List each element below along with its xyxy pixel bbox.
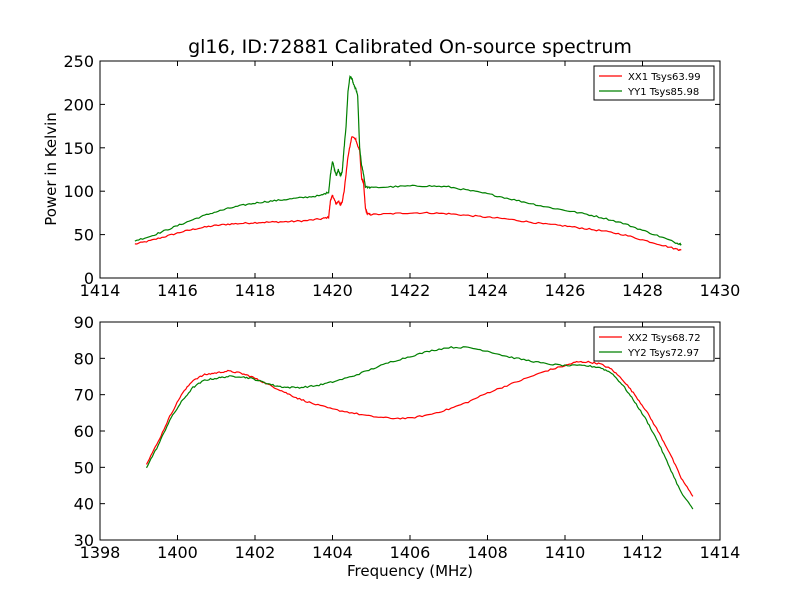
chart-title: gl16, ID:72881 Calibrated On-source spec…: [188, 36, 632, 58]
series-line-0-0: [134, 136, 682, 251]
bottom-spectrum-panel: 1398 1400 1402 1404 1406 1408 1410 1412 1414 30 40…: [74, 313, 741, 562]
y-tick-label: 250: [63, 52, 94, 71]
y-tick-label: 60: [74, 422, 94, 441]
x-tick-label: 1402: [235, 543, 276, 562]
series-line-1-0: [145, 360, 694, 497]
legend-entry: XX2 Tsys68.72: [628, 333, 701, 344]
y-tick-label: 100: [63, 182, 94, 201]
y-tick-label: 90: [74, 313, 94, 332]
top-spectrum-panel: 1414 1416 1418 1420 1422 1424 1426 1428 1430 0 50 1…: [63, 52, 740, 300]
x-tick-label: 1404: [312, 543, 353, 562]
x-tick-label: 1406: [390, 543, 431, 562]
x-tick-label: 1410: [545, 543, 586, 562]
y-tick-label: 50: [74, 458, 94, 477]
x-tick-label: 1426: [545, 281, 586, 300]
y-tick-label: 0: [84, 269, 94, 288]
series-line-0-1: [134, 74, 682, 247]
y-tick-label: 150: [63, 139, 94, 158]
y-tick-label: 30: [74, 531, 94, 550]
x-tick-label: 1408: [467, 543, 508, 562]
x-tick-label: 1418: [235, 281, 276, 300]
x-tick-label: 1424: [467, 281, 508, 300]
y-tick-label: 70: [74, 386, 94, 405]
x-tick-label: 1430: [700, 281, 741, 300]
y-tick-label: 50: [74, 226, 94, 245]
x-tick-label: 1398: [80, 543, 121, 562]
x-tick-label: 1420: [312, 281, 353, 300]
legend: XX1 Tsys63.99 YY1 Tsys85.98: [593, 65, 715, 101]
x-tick-label: 1414: [700, 543, 741, 562]
x-tick-label: 1412: [622, 543, 663, 562]
y-tick-label: 200: [63, 95, 94, 114]
legend-entry: YY1 Tsys85.98: [627, 87, 699, 98]
legend-box: [593, 326, 715, 362]
x-tick-label: 1414: [80, 281, 121, 300]
y-tick-label: 40: [74, 495, 94, 514]
series-line-1-1: [145, 346, 694, 510]
legend-entry: YY2 Tsys72.97: [627, 348, 699, 359]
legend: XX2 Tsys68.72 YY2 Tsys72.97: [593, 326, 715, 362]
legend-box: [593, 65, 715, 101]
legend-entry: XX1 Tsys63.99: [628, 72, 701, 83]
x-tick-label: 1428: [622, 281, 663, 300]
x-axis-label: Frequency (MHz): [347, 562, 473, 580]
y-axis-label: Power in Kelvin: [42, 112, 60, 226]
x-tick-label: 1422: [390, 281, 431, 300]
x-tick-label: 1400: [157, 543, 198, 562]
y-tick-label: 80: [74, 349, 94, 368]
x-tick-label: 1416: [157, 281, 198, 300]
